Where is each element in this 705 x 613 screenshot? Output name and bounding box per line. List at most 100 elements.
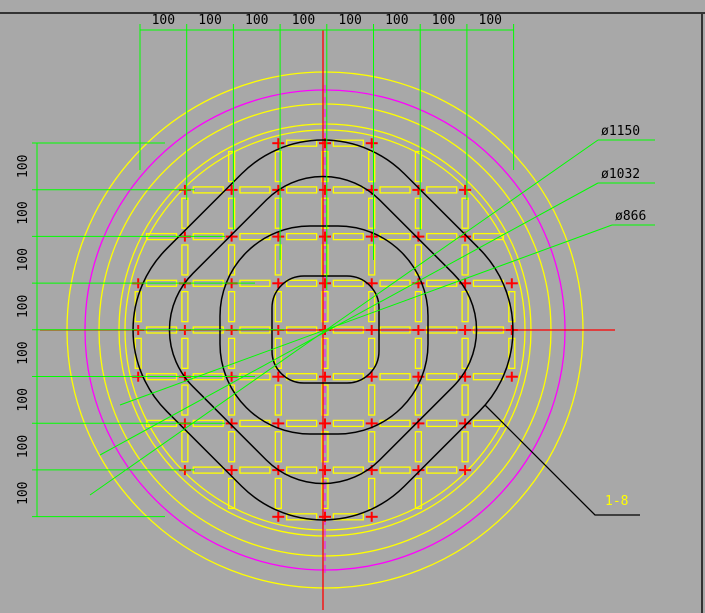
dim-label: 100: [16, 201, 31, 224]
bar: [426, 373, 458, 381]
bar: [508, 337, 516, 370]
bar: [332, 279, 365, 287]
diameter-label: ø1150: [601, 124, 640, 139]
bar: [414, 290, 423, 323]
bar: [285, 466, 318, 474]
bar: [285, 232, 318, 241]
bar: [414, 337, 423, 370]
dim-label: 100: [385, 13, 408, 28]
bar: [321, 244, 329, 276]
bar: [285, 513, 318, 521]
bar: [508, 290, 516, 323]
bar: [332, 373, 365, 381]
bar: [274, 337, 282, 370]
bar: [239, 186, 271, 194]
bar: [321, 197, 329, 229]
bar: [227, 244, 236, 276]
bar: [181, 244, 189, 276]
bar: [321, 290, 329, 323]
bar: [285, 419, 318, 428]
bar: [368, 197, 376, 229]
dim-label: 100: [16, 435, 31, 458]
bar: [321, 477, 329, 510]
bar: [239, 466, 271, 474]
dim-label: 100: [432, 13, 455, 28]
bar: [379, 279, 411, 287]
bar: [332, 232, 365, 241]
bar: [285, 186, 318, 194]
bar: [332, 186, 365, 194]
dim-label: 100: [152, 13, 175, 28]
bar: [379, 186, 411, 194]
bar: [426, 232, 458, 241]
bar: [274, 431, 282, 463]
bar: [274, 244, 282, 276]
bar: [239, 232, 271, 241]
bar: [227, 150, 236, 183]
bar: [274, 290, 282, 323]
bar: [332, 513, 365, 521]
bar: [461, 384, 469, 416]
bar: [426, 186, 458, 194]
bar: [368, 244, 376, 276]
bar: [321, 337, 329, 370]
bar: [181, 431, 189, 463]
bar: [379, 466, 411, 474]
bar: [181, 197, 189, 229]
bar: [227, 477, 236, 510]
bar: [227, 197, 236, 229]
leader: [99, 182, 599, 456]
dim-label: 100: [16, 155, 31, 178]
bar: [227, 290, 236, 323]
callout-label: 1-8: [605, 494, 628, 509]
bar: [426, 279, 458, 287]
dim-label: 100: [16, 248, 31, 271]
dim-label: 100: [16, 388, 31, 411]
geometry: [32, 24, 655, 610]
bar: [227, 384, 236, 416]
dim-label: 100: [338, 13, 361, 28]
bar: [461, 337, 469, 370]
bar: [379, 373, 411, 381]
bar: [285, 279, 318, 287]
bar: [181, 290, 189, 323]
bar: [368, 431, 376, 463]
dim-label: 100: [16, 295, 31, 318]
callout-leader: [484, 404, 640, 516]
bar: [461, 431, 469, 463]
diameter-label: ø866: [615, 209, 646, 224]
bar: [227, 337, 236, 370]
bar: [274, 197, 282, 229]
contour: [132, 139, 514, 521]
bar: [461, 197, 469, 229]
bar: [368, 290, 376, 323]
bar: [321, 384, 329, 416]
dim-label: 100: [245, 13, 268, 28]
bar: [181, 384, 189, 416]
bar: [368, 384, 376, 416]
bar: [274, 477, 282, 510]
dim-label: 100: [16, 341, 31, 364]
bar: [414, 477, 423, 510]
bar: [181, 337, 189, 370]
leader: [119, 224, 613, 406]
labels: 100 100 100 100 100 100 100 100 100 100 100 100 100 1…: [16, 13, 646, 509]
dim-label: 100: [198, 13, 221, 28]
contour: [168, 175, 478, 485]
leader: [89, 139, 599, 496]
bar: [274, 384, 282, 416]
bar: [461, 290, 469, 323]
bar: [227, 431, 236, 463]
bar: [426, 419, 458, 428]
bar: [332, 466, 365, 474]
dim-label: 100: [479, 13, 502, 28]
bar: [332, 419, 365, 428]
bar: [274, 150, 282, 183]
bar: [414, 197, 423, 229]
bar: [285, 373, 318, 381]
dim-label: 100: [292, 13, 315, 28]
bar: [321, 431, 329, 463]
bar: [426, 466, 458, 474]
